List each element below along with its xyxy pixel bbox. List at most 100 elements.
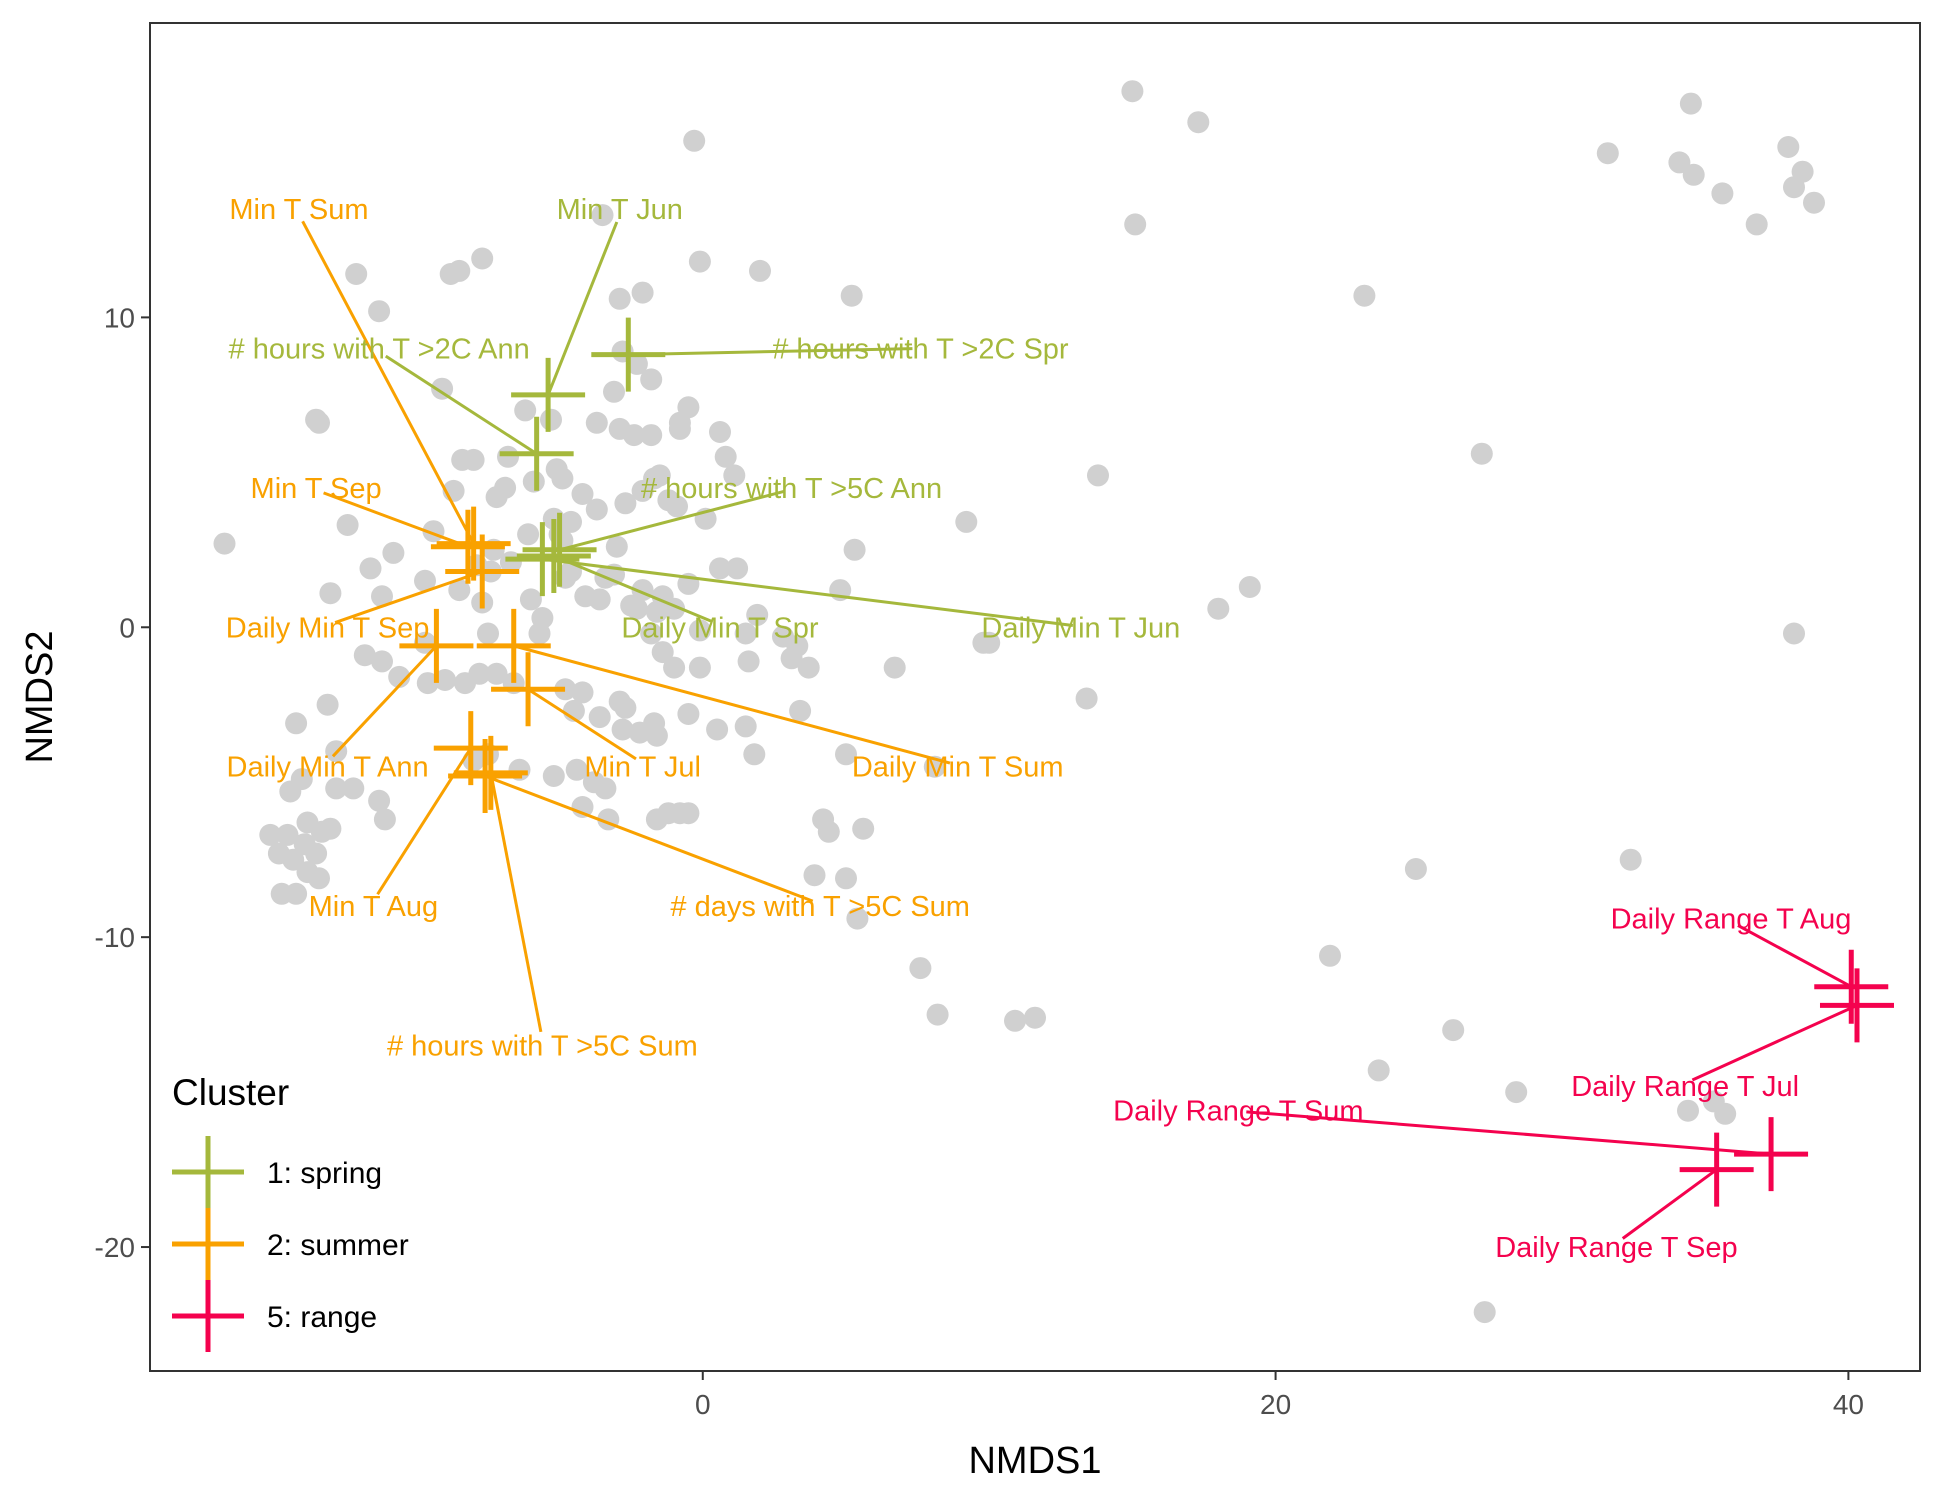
site-point [1124, 213, 1147, 236]
site-point [451, 448, 474, 471]
site-point [1442, 1019, 1465, 1042]
site-point [625, 352, 648, 375]
site-point [1353, 284, 1376, 307]
site-point [843, 538, 866, 561]
variable-cross [453, 735, 528, 810]
leader-line [628, 347, 913, 357]
site-point [1783, 176, 1805, 199]
site-point [373, 808, 396, 831]
leader-line [1737, 924, 1852, 989]
site-point [1075, 687, 1098, 710]
site-point [640, 622, 663, 645]
site-point [434, 669, 456, 691]
variable-label: Daily Min T Sep [226, 612, 430, 644]
site-point [371, 585, 393, 608]
site-point [1319, 944, 1341, 967]
leader-line [331, 644, 438, 758]
site-point [485, 662, 508, 685]
site-point [666, 495, 688, 518]
site-point [1470, 442, 1493, 465]
site-point [353, 644, 376, 667]
x-axis: 0 20 40 [695, 1371, 1864, 1420]
site-point [643, 712, 666, 735]
site-point [1024, 1006, 1046, 1029]
variable-cross [399, 608, 474, 683]
site-point [345, 263, 368, 285]
leader-line [559, 489, 785, 552]
site-point [737, 650, 760, 673]
legend: Cluster 1: spring 2: summer 5: range [172, 1072, 409, 1352]
variable-label: Daily Range T Sum [1113, 1096, 1363, 1128]
site-point [540, 408, 562, 431]
site-point [497, 445, 519, 468]
y-tick-label: 0 [119, 612, 135, 643]
site-point [276, 823, 299, 846]
site-point [316, 693, 339, 716]
site-point [909, 957, 932, 980]
site-point [519, 588, 542, 611]
variable-label: Daily Range T Aug [1611, 904, 1852, 936]
site-point [840, 284, 863, 307]
site-point [259, 823, 282, 846]
site-point [517, 523, 540, 546]
site-point [1187, 111, 1210, 134]
site-point [1777, 136, 1800, 158]
site-point [342, 777, 365, 800]
variable-label: Min T Sum [229, 194, 368, 226]
site-point [1619, 848, 1642, 871]
variable-label: # days with T >5C Sum [670, 891, 970, 923]
site-point [640, 368, 663, 391]
site-point [588, 588, 611, 611]
site-point [668, 417, 691, 440]
site-point [594, 777, 617, 800]
site-point [1121, 80, 1144, 103]
site-point [305, 408, 328, 431]
legend-entry-label: 1: spring [267, 1157, 382, 1190]
site-point [726, 557, 749, 580]
site-point [625, 597, 648, 620]
leader-line [1246, 1110, 1772, 1156]
site-point [677, 802, 700, 825]
variable-cross [476, 608, 551, 683]
site-point [723, 464, 746, 487]
site-point [1596, 142, 1619, 165]
site-point [1682, 163, 1705, 186]
variable-cross [1814, 949, 1889, 1024]
site-point [608, 690, 631, 713]
site-point [522, 470, 545, 493]
leader-line [489, 772, 543, 1033]
site-point [706, 718, 729, 741]
site-point [786, 634, 809, 657]
label-leader-lines [301, 220, 1858, 1240]
site-point [978, 631, 1001, 654]
site-point [677, 396, 700, 419]
site-point [608, 417, 631, 440]
variable-cross [445, 534, 520, 609]
site-point [955, 510, 978, 533]
leader-line [334, 570, 483, 624]
site-point [285, 712, 308, 735]
variable-labels: Min T Jun # hours with T >2C Ann # hours w… [226, 194, 1852, 1264]
site-point [683, 129, 706, 152]
site-point [319, 582, 342, 605]
site-point [308, 867, 330, 890]
site-point [835, 743, 857, 766]
site-point [554, 678, 577, 701]
variable-label: Daily Min T Spr [621, 612, 818, 644]
site-point [571, 483, 594, 505]
site-point [213, 532, 236, 555]
site-points [213, 80, 1825, 1324]
variable-label: # hours with T >2C Spr [772, 333, 1069, 365]
site-point [588, 706, 611, 729]
variable-cross [491, 652, 566, 727]
site-point [477, 622, 499, 645]
site-point [803, 864, 826, 887]
site-point [336, 514, 359, 536]
site-point [1238, 576, 1261, 598]
site-point [371, 650, 393, 673]
variable-cross [499, 416, 574, 491]
site-point [296, 811, 319, 834]
variable-label: Daily Range T Jul [1571, 1071, 1799, 1103]
